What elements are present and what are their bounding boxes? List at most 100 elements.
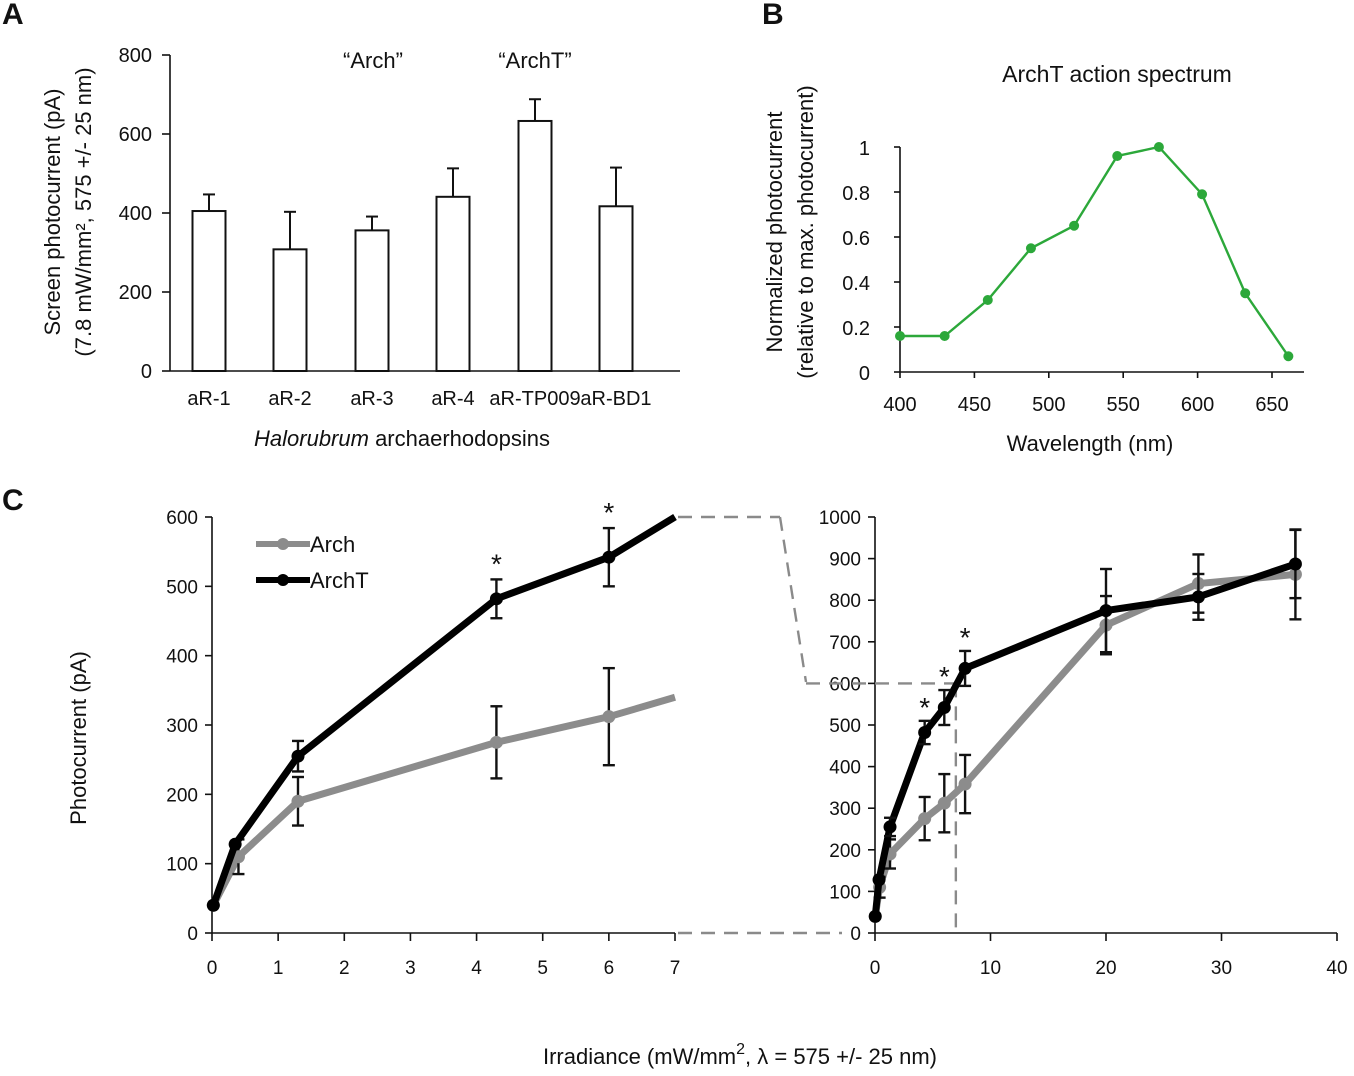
panel-c-left-ytick-label: 200 — [166, 785, 198, 806]
panel-c-right-ytick-label: 700 — [829, 633, 861, 654]
panel-c-left-ytick-label: 600 — [166, 508, 198, 529]
panel-c-left-xtick-label: 5 — [537, 958, 548, 979]
panel-b-ytick-label: 1 — [859, 138, 870, 160]
panel-c-left-marker-arch — [489, 735, 503, 749]
panel-c-right-ytick-label: 900 — [829, 550, 861, 571]
panel-c-right-marker-archt — [937, 701, 951, 715]
panel-c-right-marker-archt — [1191, 590, 1205, 604]
panel-a-ylabel-line1: Screen photocurrent (pA) — [40, 88, 65, 335]
panel-a-xtick-label: aR-BD1 — [580, 388, 651, 410]
panel-a-ytick-label: 600 — [119, 124, 152, 146]
panel-c-right-marker-archt — [883, 820, 897, 834]
panel-c-left-xtick-label: 6 — [604, 958, 615, 979]
panel-c-right-marker-archt — [872, 873, 886, 887]
panel-c-ylabel: Photocurrent (pA) — [66, 651, 91, 825]
panel-a-bar-chart: 0 200 400 600 800 aR-1 aR-2 aR-3 aR-4 aR-TP009 aR… — [40, 45, 680, 451]
panel-c-left-xtick-label: 7 — [670, 958, 681, 979]
panel-c-left-ytick-label: 100 — [166, 855, 198, 876]
panel-c-right-xtick-label: 20 — [1095, 958, 1116, 979]
panel-b-xtick-label: 550 — [1107, 394, 1140, 416]
panel-letter-c: C — [2, 484, 24, 517]
panel-c-right-xtick-label: 10 — [980, 958, 1001, 979]
panel-c-right-marker-arch — [918, 812, 932, 826]
panel-c-right-xtick-label: 0 — [870, 958, 881, 979]
panel-a-xtick-label: aR-2 — [268, 388, 311, 410]
panel-c-left-series-arch — [210, 693, 676, 907]
panel-c-right-marker-archt — [958, 661, 972, 675]
panel-c-right-significance-star: * — [919, 692, 930, 723]
panel-c-right-ytick-label: 300 — [829, 799, 861, 820]
panel-letter-a: A — [2, 0, 24, 31]
action-spectrum-line — [900, 145, 1290, 357]
panel-c-right-ytick-label: 600 — [829, 674, 861, 695]
panel-c-left-ytick-label: 400 — [166, 647, 198, 668]
action-spectrum-point — [1112, 151, 1123, 161]
panel-c-left-ytick-label: 0 — [187, 924, 198, 945]
shared-xlabel: Irradiance (mW/mm2, λ = 575 +/- 25 nm) — [543, 1041, 937, 1069]
bar-aR-TP009 — [517, 119, 553, 372]
bar-aR-1 — [191, 210, 227, 372]
panel-c-right-chart: 0 100 200 300 400 500 600 700 800 900 1000 0 10 20 30 4… — [806, 508, 1348, 979]
panel-c-left-xtick-label: 1 — [273, 958, 284, 979]
panel-c-legend: Arch ArchT — [256, 532, 369, 593]
panel-a-xtick-label: aR-1 — [187, 388, 230, 410]
action-spectrum-point — [1025, 243, 1036, 254]
panel-c-left-marker-archt — [291, 749, 305, 763]
legend-archt-label: ArchT — [310, 568, 369, 593]
panel-b-xtick-label: 500 — [1032, 394, 1065, 416]
panel-b-ytick-label: 0.2 — [842, 318, 870, 340]
panel-a-ytick-label: 0 — [141, 361, 152, 383]
panel-a-ylabel-line2: (7.8 mW/mm², 575 +/- 25 nm) — [71, 67, 96, 356]
action-spectrum-point — [1283, 351, 1294, 362]
panel-c-right-series-archt — [871, 560, 1297, 917]
panel-c-left-significance-star: * — [603, 497, 614, 528]
legend-arch-marker — [277, 538, 289, 550]
panel-c-left-xtick-label: 2 — [339, 958, 350, 979]
panel-b-ylabel-line1: Normalized photocurrent — [762, 112, 787, 353]
panel-a-annotation-arch: “Arch” — [343, 48, 403, 73]
zoom-connector-diagonal — [778, 516, 808, 683]
legend-arch-label: Arch — [310, 532, 355, 557]
legend-archt-marker — [277, 574, 289, 586]
bar-aR-4 — [435, 195, 471, 372]
panel-c-left-series-archt — [210, 514, 677, 907]
panel-letter-b: B — [762, 0, 784, 31]
bar-aR-3 — [354, 229, 390, 372]
panel-c-right-ytick-label: 100 — [829, 882, 861, 903]
panel-c-left-marker-archt — [602, 550, 616, 564]
panel-b-ylabel-line2: (relative to max. photocurrent) — [793, 85, 818, 378]
panel-b-xlabel: Wavelength (nm) — [1007, 431, 1174, 456]
action-spectrum-point — [1240, 288, 1251, 299]
panel-c-left-marker-arch — [291, 794, 305, 808]
panel-c-right-ytick-label: 1000 — [819, 508, 861, 529]
panel-b-title: ArchT action spectrum — [1002, 61, 1232, 87]
panel-c-left-xtick-label: 0 — [207, 958, 218, 979]
panel-b-ytick-label: 0 — [859, 363, 870, 385]
panel-c-left-xtick-label: 4 — [471, 958, 482, 979]
panel-c-right-ytick-label: 0 — [850, 924, 861, 945]
panel-c-right-marker-arch — [937, 796, 951, 810]
panel-c-left-marker-archt — [489, 592, 503, 606]
panel-a-xtick-label: aR-4 — [431, 388, 474, 410]
panel-c-right-series-arch — [871, 570, 1296, 917]
panel-c-left-ytick-label: 300 — [166, 716, 198, 737]
panel-c-right-ytick-label: 500 — [829, 716, 861, 737]
action-spectrum-point — [1197, 189, 1208, 200]
panel-c-left-xtick-label: 3 — [405, 958, 416, 979]
action-spectrum-point — [939, 331, 950, 341]
panel-c-right-ytick-label: 200 — [829, 841, 861, 862]
panel-c-right-marker-archt — [1288, 557, 1302, 571]
panel-c-right-xtick-label: 30 — [1211, 958, 1232, 979]
panel-a-xtick-label: aR-3 — [350, 388, 393, 410]
panel-c-left-marker-archt — [206, 898, 220, 912]
panel-c-right-significance-star: * — [939, 661, 950, 692]
panel-a-ytick-label: 800 — [119, 45, 152, 67]
panel-c-right-significance-star: * — [960, 622, 971, 653]
panel-c-right-ytick-label: 400 — [829, 758, 861, 779]
panel-b-xtick-label: 600 — [1181, 394, 1214, 416]
panel-a-ytick-label: 400 — [119, 203, 152, 225]
panel-a-xtick-label: aR-TP009 — [489, 388, 580, 410]
panel-b-line-chart: 0 0.2 0.4 0.6 0.8 1 400 450 500 550 600 650 ArchT a… — [762, 61, 1304, 456]
panel-a-xlabel: Halorubrum archaerhodopsins — [254, 426, 550, 451]
panel-c-left-chart: 0 100 200 300 400 500 600 0 1 2 3 4 5 6 7 * * Photocurr… — [66, 497, 680, 979]
